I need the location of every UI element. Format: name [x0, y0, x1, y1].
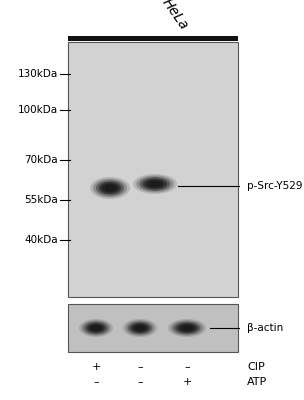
Ellipse shape	[133, 174, 177, 194]
Ellipse shape	[79, 319, 113, 337]
Ellipse shape	[89, 324, 103, 332]
Ellipse shape	[90, 177, 130, 199]
Bar	[68, 304, 238, 352]
Ellipse shape	[102, 184, 118, 192]
Ellipse shape	[84, 322, 108, 334]
Text: 40kDa: 40kDa	[24, 235, 58, 245]
Ellipse shape	[146, 180, 164, 188]
Ellipse shape	[168, 319, 206, 337]
Ellipse shape	[171, 320, 203, 336]
Ellipse shape	[140, 177, 171, 191]
Text: 130kDa: 130kDa	[18, 69, 58, 79]
Text: +: +	[182, 377, 192, 387]
Ellipse shape	[143, 178, 167, 190]
Text: 55kDa: 55kDa	[24, 195, 58, 205]
Bar	[68, 42, 238, 297]
Ellipse shape	[92, 326, 100, 330]
Ellipse shape	[99, 182, 121, 194]
Ellipse shape	[131, 323, 149, 333]
Text: p-Src-Y529: p-Src-Y529	[247, 181, 302, 191]
Ellipse shape	[96, 180, 124, 196]
Text: 70kDa: 70kDa	[24, 155, 58, 165]
Bar	[68, 36, 238, 41]
Ellipse shape	[179, 324, 195, 332]
Ellipse shape	[126, 320, 154, 336]
Text: –: –	[184, 362, 190, 372]
Ellipse shape	[128, 322, 152, 334]
Ellipse shape	[174, 322, 200, 334]
Ellipse shape	[136, 176, 174, 192]
Text: ATP: ATP	[247, 377, 267, 387]
Ellipse shape	[182, 326, 192, 330]
Text: CIP: CIP	[247, 362, 265, 372]
Ellipse shape	[133, 324, 147, 332]
Ellipse shape	[123, 319, 157, 337]
Ellipse shape	[136, 326, 144, 330]
Text: –: –	[93, 377, 99, 387]
Ellipse shape	[177, 323, 198, 333]
Ellipse shape	[105, 185, 115, 191]
Text: –: –	[137, 362, 143, 372]
Text: –: –	[137, 377, 143, 387]
Text: HeLa: HeLa	[159, 0, 191, 32]
Ellipse shape	[87, 323, 105, 333]
Text: β-actin: β-actin	[247, 323, 283, 333]
Text: 100kDa: 100kDa	[18, 105, 58, 115]
Ellipse shape	[81, 320, 110, 336]
Ellipse shape	[93, 179, 127, 197]
Ellipse shape	[150, 182, 161, 186]
Text: +: +	[91, 362, 101, 372]
